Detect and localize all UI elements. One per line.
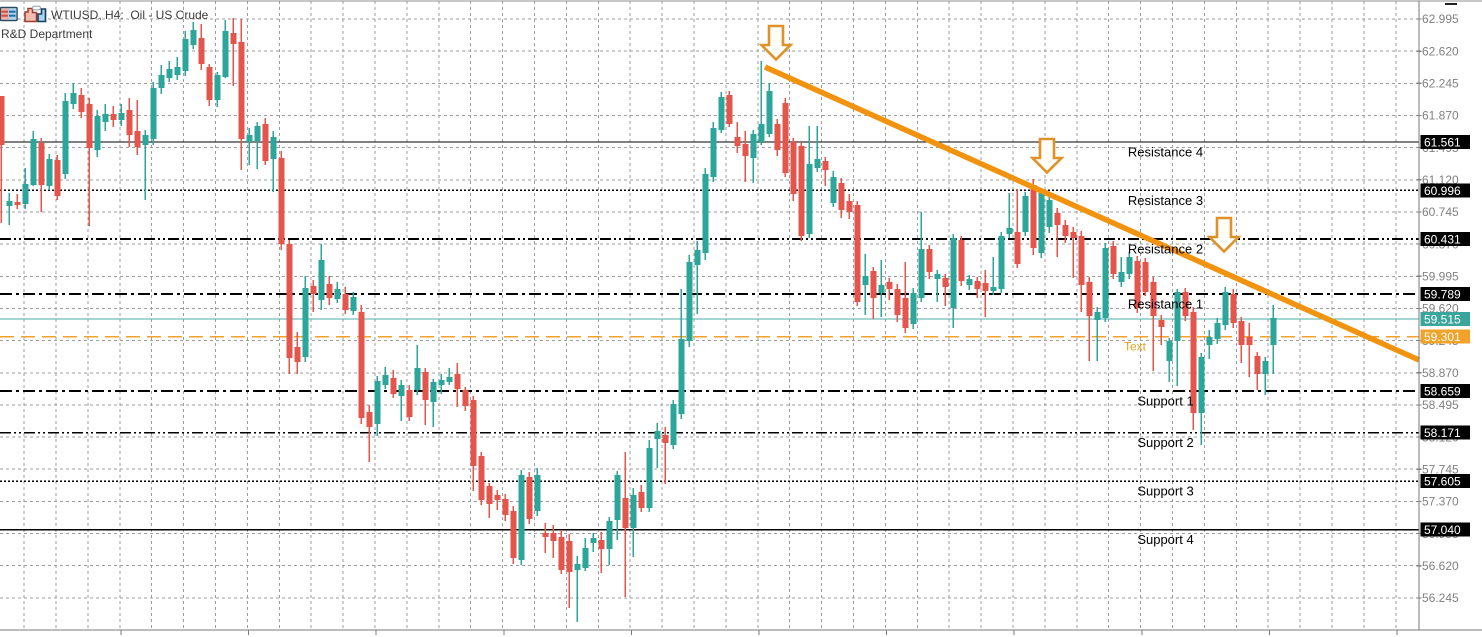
svg-text:R&D Department: R&D Department: [1, 27, 93, 41]
svg-text:Support 3: Support 3: [1137, 484, 1193, 499]
svg-text:59.995: 59.995: [1422, 270, 1459, 284]
svg-text:Resistance 2: Resistance 2: [1128, 241, 1203, 256]
svg-text:62.620: 62.620: [1422, 44, 1459, 58]
svg-text:62.995: 62.995: [1422, 12, 1459, 26]
svg-text:60.431: 60.431: [1424, 232, 1461, 246]
svg-text:56.620: 56.620: [1422, 559, 1459, 573]
svg-text:58.171: 58.171: [1424, 426, 1461, 440]
svg-text:62.245: 62.245: [1422, 77, 1459, 91]
svg-text:WTIUSD, H4: Oil - US Crude: WTIUSD, H4: Oil - US Crude: [51, 8, 209, 22]
svg-text:Resistance 3: Resistance 3: [1128, 193, 1203, 208]
svg-text:56.245: 56.245: [1422, 591, 1459, 605]
svg-text:60.745: 60.745: [1422, 205, 1459, 219]
svg-text:Text: Text: [1124, 340, 1147, 354]
svg-text:58.495: 58.495: [1422, 398, 1459, 412]
svg-text:57.040: 57.040: [1424, 523, 1461, 537]
svg-text:57.605: 57.605: [1424, 475, 1461, 489]
svg-text:58.870: 58.870: [1422, 366, 1459, 380]
svg-text:Support 2: Support 2: [1137, 435, 1193, 450]
svg-text:59.301: 59.301: [1424, 330, 1461, 344]
svg-text:Resistance 1: Resistance 1: [1128, 296, 1203, 311]
svg-text:Support 4: Support 4: [1137, 532, 1193, 547]
svg-text:60.996: 60.996: [1424, 184, 1461, 198]
svg-text:Resistance 4: Resistance 4: [1128, 145, 1203, 160]
svg-text:57.745: 57.745: [1422, 462, 1459, 476]
svg-text:58.659: 58.659: [1424, 384, 1461, 398]
svg-text:61.870: 61.870: [1422, 109, 1459, 123]
svg-text:57.370: 57.370: [1422, 495, 1459, 509]
svg-text:Support 1: Support 1: [1137, 393, 1193, 408]
svg-text:61.561: 61.561: [1424, 135, 1461, 149]
svg-text:59.789: 59.789: [1424, 287, 1461, 301]
svg-text:59.515: 59.515: [1424, 312, 1461, 326]
